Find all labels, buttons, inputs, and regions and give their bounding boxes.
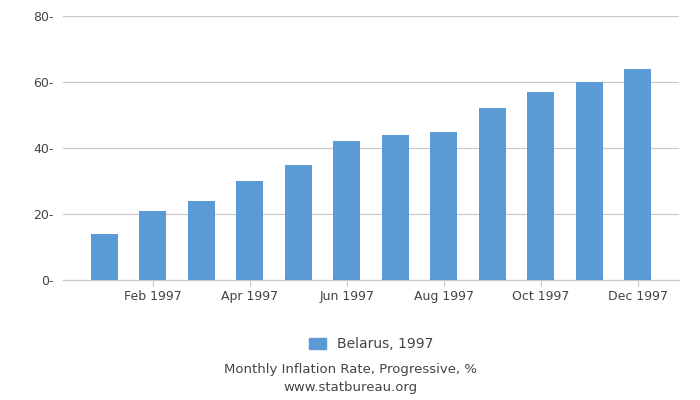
Bar <box>479 108 505 280</box>
Bar <box>430 132 457 280</box>
Bar <box>237 181 263 280</box>
Legend: Belarus, 1997: Belarus, 1997 <box>303 332 439 357</box>
Bar <box>139 211 166 280</box>
Bar <box>285 164 312 280</box>
Bar <box>91 234 118 280</box>
Text: Monthly Inflation Rate, Progressive, %: Monthly Inflation Rate, Progressive, % <box>223 364 477 376</box>
Bar <box>576 82 603 280</box>
Bar <box>382 135 409 280</box>
Bar <box>188 201 215 280</box>
Bar <box>333 141 360 280</box>
Bar <box>624 69 651 280</box>
Bar <box>527 92 554 280</box>
Text: www.statbureau.org: www.statbureau.org <box>283 382 417 394</box>
